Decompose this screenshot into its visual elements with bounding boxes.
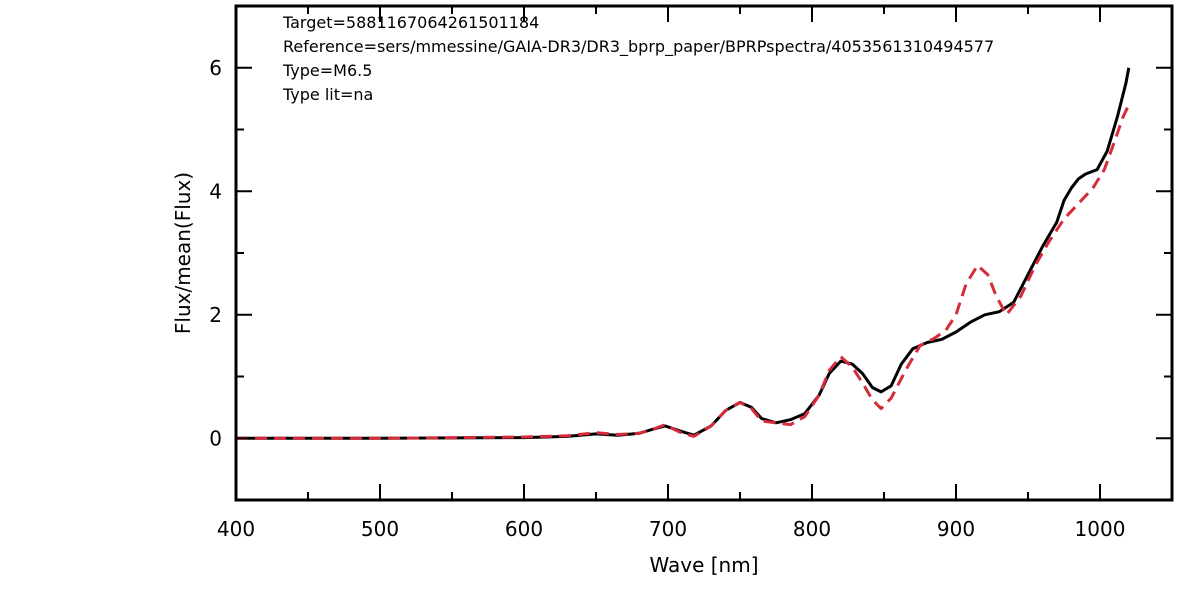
annotation-line: Type lit=na: [282, 85, 373, 104]
y-tick-label: 0: [209, 426, 222, 450]
plot-frame: [234, 4, 1174, 502]
x-tick-label: 900: [937, 517, 975, 541]
x-tick-label: 800: [793, 517, 831, 541]
annotations: Target=5881167064261501184 Reference=sers…: [282, 13, 994, 104]
x-tick-label: 1000: [1075, 517, 1126, 541]
series-line-2: [236, 104, 1131, 440]
x-tick-label: 500: [361, 517, 399, 541]
annotation-line: Reference=sers/mmessine/GAIA-DR3/DR3_bpr…: [283, 37, 994, 57]
y-tick-label: 6: [209, 56, 222, 80]
y-tick-label: 4: [209, 179, 222, 203]
x-axis-label: Wave [nm]: [649, 553, 758, 577]
series-layer: [236, 67, 1131, 440]
ticks-layer: 400 500 600 700 800 900 1000 0 2 4 6: [209, 6, 1172, 541]
annotation-line: Target=5881167064261501184: [282, 13, 539, 32]
x-tick-label: 700: [649, 517, 687, 541]
x-tick-label: 400: [217, 517, 255, 541]
y-tick-label: 2: [209, 303, 222, 327]
y-axis-label: Flux/mean(Flux): [171, 172, 195, 334]
annotation-line: Type=M6.5: [282, 61, 372, 80]
x-tick-label: 600: [505, 517, 543, 541]
series-line-1: [236, 67, 1131, 440]
